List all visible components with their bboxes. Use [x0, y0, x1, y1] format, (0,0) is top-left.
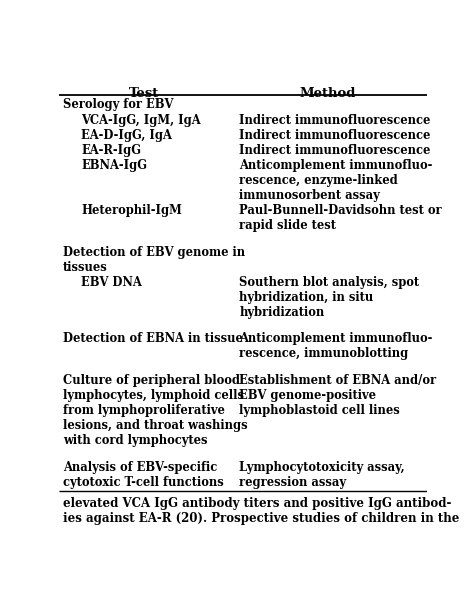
Text: elevated VCA IgG antibody titers and positive IgG antibod-
ies against EA-R (20): elevated VCA IgG antibody titers and pos…	[63, 497, 459, 525]
Text: Establishment of EBNA and/or
EBV genome-positive
lymphoblastoid cell lines: Establishment of EBNA and/or EBV genome-…	[239, 374, 437, 417]
Text: Anticomplement immunofluo-
rescence, immunoblotting: Anticomplement immunofluo- rescence, imm…	[239, 332, 433, 361]
Text: Serology for EBV: Serology for EBV	[63, 99, 173, 112]
Text: Indirect immunofluorescence: Indirect immunofluorescence	[239, 114, 430, 127]
Text: Southern blot analysis, spot
hybridization, in situ
hybridization: Southern blot analysis, spot hybridizati…	[239, 276, 419, 319]
Text: EBNA-IgG: EBNA-IgG	[82, 159, 147, 172]
Text: Analysis of EBV-specific
cytotoxic T-cell functions: Analysis of EBV-specific cytotoxic T-cel…	[63, 461, 224, 489]
Text: EA-D-IgG, IgA: EA-D-IgG, IgA	[82, 129, 172, 142]
Text: Paul-Bunnell-Davidsohn test or
rapid slide test: Paul-Bunnell-Davidsohn test or rapid sli…	[239, 204, 442, 232]
Text: VCA-IgG, IgM, IgA: VCA-IgG, IgM, IgA	[82, 114, 201, 127]
Text: Anticomplement immunofluo-
rescence, enzyme-linked
immunosorbent assay: Anticomplement immunofluo- rescence, enz…	[239, 159, 433, 202]
Text: Test: Test	[128, 87, 159, 100]
Text: Culture of peripheral blood
lymphocytes, lymphoid cells
from lymphoproliferative: Culture of peripheral blood lymphocytes,…	[63, 374, 247, 447]
Text: Detection of EBV genome in
tissues: Detection of EBV genome in tissues	[63, 246, 245, 273]
Text: EA-R-IgG: EA-R-IgG	[82, 144, 141, 157]
Text: EBV DNA: EBV DNA	[82, 276, 142, 289]
Text: Detection of EBNA in tissue: Detection of EBNA in tissue	[63, 332, 243, 346]
Text: Lymphocytotoxicity assay,
regression assay: Lymphocytotoxicity assay, regression ass…	[239, 461, 405, 489]
Text: Indirect immunofluorescence: Indirect immunofluorescence	[239, 144, 430, 157]
Text: Indirect immunofluorescence: Indirect immunofluorescence	[239, 129, 430, 142]
Text: Heterophil-IgM: Heterophil-IgM	[82, 204, 182, 217]
Text: Method: Method	[299, 87, 356, 100]
